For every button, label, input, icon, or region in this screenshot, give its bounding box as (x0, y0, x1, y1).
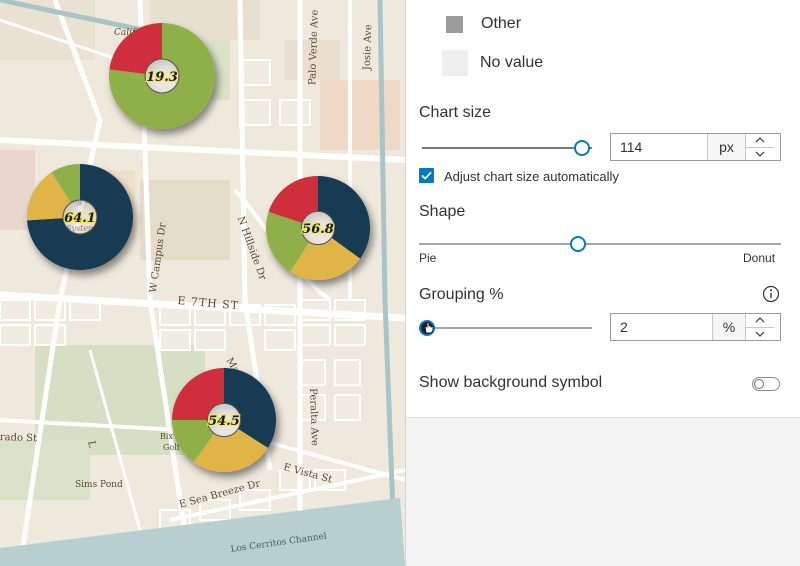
swatch-no-value (442, 50, 468, 76)
donut-chart[interactable] (109, 23, 215, 130)
chevron-up-icon[interactable] (746, 134, 774, 147)
street-label: Golf (163, 443, 180, 452)
chart-size-slider-track[interactable] (422, 147, 592, 149)
shape-slider-track[interactable] (419, 243, 781, 245)
street-label: Bix (160, 432, 173, 441)
adjust-size-label: Adjust chart size automatically (444, 169, 619, 184)
donut-charts-layer: 19.3 64.1 56.8 54.5 (26, 23, 371, 473)
street-label: Sims Pond (75, 480, 123, 490)
adjust-size-checkbox[interactable] (419, 168, 434, 183)
info-icon[interactable] (762, 285, 780, 308)
chart-size-label: Chart size (419, 104, 492, 121)
background-symbol-toggle[interactable] (752, 377, 780, 391)
donut-segment (51, 164, 80, 203)
hand-cursor-icon (421, 319, 437, 340)
donut-segment (268, 176, 318, 223)
donut-segment (290, 237, 361, 280)
donut-value-label: 56.8 (302, 222, 334, 237)
chart-size-input[interactable] (611, 134, 707, 160)
shape-max-label: Donut (743, 251, 776, 265)
donut-value-label: 64.1 (64, 211, 96, 226)
chevron-down-icon[interactable] (746, 146, 774, 161)
donut-segment (266, 211, 310, 272)
grouping-label: Grouping % (419, 286, 504, 303)
swatch-other (446, 15, 463, 33)
donut-value-label: 54.5 (208, 414, 240, 429)
chart-style-panel: Other No value Chart size px A (405, 0, 800, 566)
grouping-input[interactable] (611, 314, 712, 340)
toggle-knob (754, 379, 764, 389)
donut-segment (193, 428, 268, 473)
donut-segment (318, 176, 371, 259)
legend-item-other: Other (446, 15, 521, 33)
chart-size-unit: px (707, 134, 745, 160)
shape-min-label: Pie (419, 251, 437, 265)
panel-content: Other No value Chart size px A (406, 0, 800, 418)
donut-segment (224, 368, 276, 448)
street-label: Calif (114, 28, 136, 38)
donut-value-label: 19.3 (146, 70, 178, 85)
donut-hole (62, 199, 98, 235)
checkmark-icon (421, 171, 432, 180)
donut-chart[interactable] (26, 164, 133, 270)
donut-segment (172, 420, 215, 463)
donut-segment (26, 172, 71, 221)
legend-label-other: Other (481, 15, 522, 32)
map-view[interactable]: Palo Verde Ave Josie Ave W Campus Dr N H… (0, 0, 405, 566)
grouping-unit: % (712, 314, 745, 340)
donut-segment (172, 368, 224, 420)
donut-segment (109, 23, 215, 130)
donut-hole (144, 58, 180, 94)
background-symbol-label: Show background symbol (419, 374, 603, 391)
grouping-stepper (745, 314, 774, 340)
legend-label-no-value: No value (480, 54, 544, 71)
chart-size-input-group: px (610, 133, 781, 161)
chart-size-stepper (745, 134, 774, 160)
donut-segment (27, 164, 133, 270)
chart-size-slider-thumb[interactable] (573, 140, 590, 156)
chevron-down-icon[interactable] (746, 326, 774, 341)
donut-chart[interactable] (172, 368, 276, 473)
shape-label: Shape (419, 203, 466, 220)
legend-item-no-value: No value (442, 50, 544, 76)
donut-hole (300, 210, 336, 246)
donut-chart[interactable] (266, 176, 371, 280)
donut-hole (206, 402, 242, 438)
shape-slider-thumb[interactable] (570, 236, 587, 252)
grouping-input-group: % (610, 313, 781, 341)
grouping-slider-track[interactable] (424, 327, 592, 329)
chevron-up-icon[interactable] (746, 314, 774, 327)
donut-segment (109, 23, 162, 74)
